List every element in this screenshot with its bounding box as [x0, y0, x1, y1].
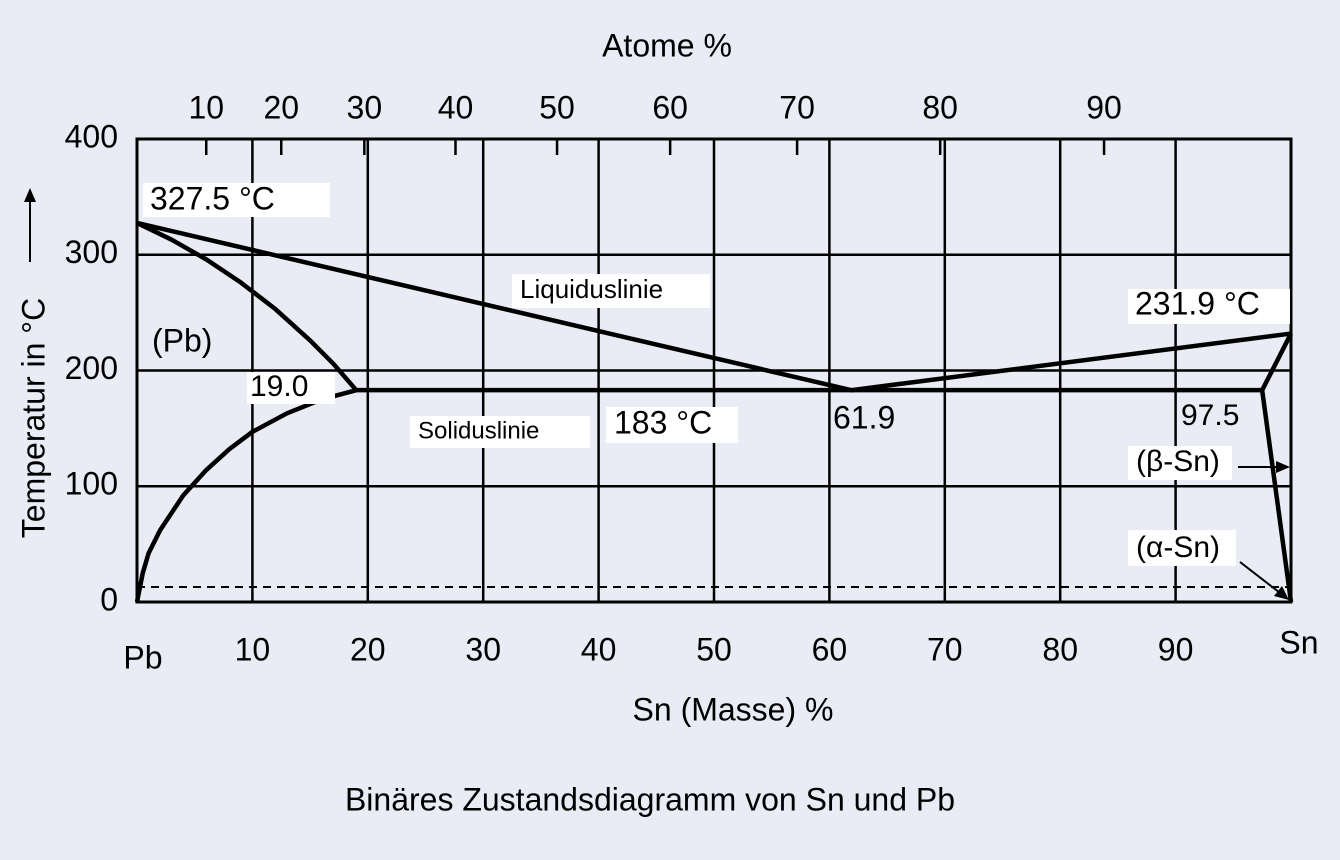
annotation-box — [1128, 530, 1236, 566]
annotation: 327.5 °C — [150, 180, 275, 216]
x-tick-label: 30 — [465, 631, 501, 667]
x2-tick-label: 80 — [922, 89, 958, 125]
x-tick-label: 80 — [1042, 631, 1078, 667]
annotation-box — [247, 372, 335, 404]
y-tick-label: 200 — [65, 350, 118, 386]
x2-tick-label: 90 — [1086, 89, 1122, 125]
y-tick-label: 400 — [65, 118, 118, 154]
x-tick-label: 50 — [696, 631, 732, 667]
x2-tick-label: 20 — [263, 89, 299, 125]
annotation: (Pb) — [152, 322, 212, 358]
y-axis-label: Temperatur in °C — [15, 298, 51, 538]
y-tick-label: 0 — [100, 581, 118, 617]
x2-tick-label: 40 — [438, 89, 474, 125]
x-tick-label: Pb — [123, 639, 162, 675]
chart-title: Binäres Zustandsdiagramm von Sn und Pb — [345, 781, 955, 817]
annotation: 183 °C — [614, 404, 712, 440]
annotation: (α-Sn) — [1136, 531, 1220, 564]
phase-line — [134, 388, 357, 603]
annotation-box — [143, 183, 330, 217]
annotation: (β-Sn) — [1136, 445, 1220, 478]
x-tick-label: 60 — [812, 631, 848, 667]
annotation-box — [512, 274, 710, 308]
annotation-box — [606, 407, 738, 443]
phase-line — [136, 220, 358, 392]
annotation: 231.9 °C — [1135, 285, 1260, 321]
y-tick-label: 300 — [65, 234, 118, 270]
annotation: 97.5 — [1181, 399, 1239, 432]
plot-frame — [135, 137, 1293, 604]
arrow — [1239, 561, 1285, 597]
x2-tick-label: 30 — [347, 89, 383, 125]
annotation: Soliduslinie — [418, 417, 539, 444]
y-tick-label: 100 — [65, 466, 118, 502]
phase-line — [1259, 332, 1294, 603]
axis-arrow-head — [24, 188, 36, 202]
x-tick-label: 10 — [235, 631, 271, 667]
x2-axis-label: Atome % — [602, 27, 732, 63]
annotation-box — [1128, 289, 1290, 324]
x2-tick-label: 10 — [188, 89, 224, 125]
x-axis-label: Sn (Masse) % — [633, 691, 834, 727]
x-tick-label: Sn — [1279, 624, 1318, 660]
x2-tick-label: 70 — [779, 89, 815, 125]
annotation-box — [410, 416, 590, 448]
arrow-head — [1274, 586, 1289, 600]
arrow-head — [1276, 461, 1290, 473]
annotation: 61.9 — [833, 399, 895, 435]
x-tick-label: 90 — [1158, 631, 1194, 667]
annotation: 19.0 — [250, 370, 308, 403]
x2-tick-label: 50 — [539, 89, 575, 125]
annotation-box — [1128, 446, 1232, 480]
x-tick-label: 70 — [927, 631, 963, 667]
x2-tick-label: 60 — [652, 89, 688, 125]
annotation: Liquiduslinie — [520, 274, 663, 304]
x-tick-label: 40 — [581, 631, 617, 667]
x-tick-label: 20 — [350, 631, 386, 667]
